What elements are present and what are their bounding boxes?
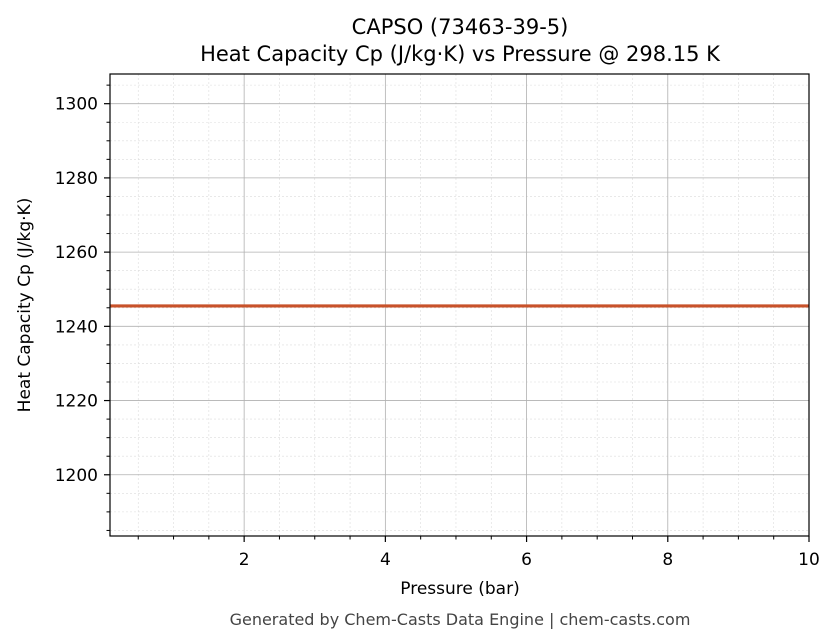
- x-axis-label: Pressure (bar): [400, 579, 519, 599]
- x-axis-ticks: 2 4 6 8 10: [137, 536, 820, 570]
- chart-subtitle: Heat Capacity Cp (J/kg·K) vs Pressure @ …: [200, 42, 721, 66]
- minor-grid: [110, 74, 809, 536]
- y-axis-ticks: 1200 1220 1240 1260 1280 1300: [55, 84, 110, 531]
- footer-credit: Generated by Chem-Casts Data Engine | ch…: [230, 610, 691, 629]
- plot-frame: [109, 73, 810, 537]
- x-tick-label: 2: [239, 550, 250, 570]
- y-tick-label: 1240: [55, 317, 98, 337]
- y-tick-label: 1260: [55, 243, 98, 263]
- x-tick-label: 6: [521, 550, 532, 570]
- chart-title: CAPSO (73463-39-5): [352, 15, 569, 39]
- x-tick-label: 4: [380, 550, 391, 570]
- x-tick-label: 8: [662, 550, 673, 570]
- y-tick-label: 1200: [55, 466, 98, 486]
- x-tick-label: 10: [798, 550, 820, 570]
- y-axis-label: Heat Capacity Cp (J/kg·K): [15, 198, 35, 413]
- y-tick-label: 1300: [55, 95, 98, 115]
- y-tick-label: 1220: [55, 392, 98, 412]
- y-tick-label: 1280: [55, 169, 98, 189]
